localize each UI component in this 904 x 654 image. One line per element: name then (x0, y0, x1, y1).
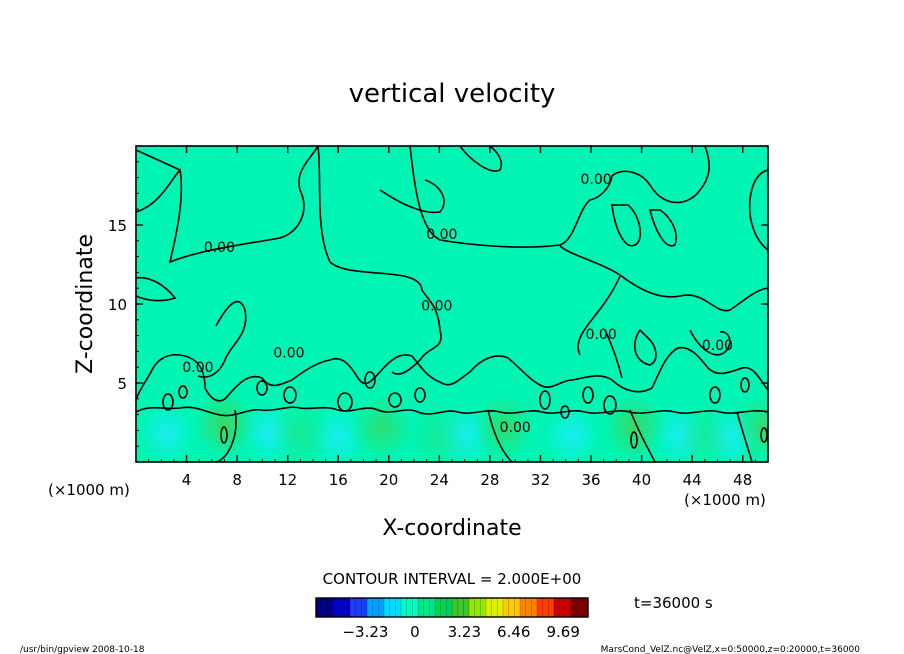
footer-right: MarsCond_VelZ.nc@VelZ,x=0:50000,z=0:2000… (601, 645, 861, 654)
colorbar-swatch (316, 598, 334, 617)
colorbar-swatch (333, 598, 351, 617)
colorbar-swatch (554, 598, 572, 617)
colorbar-swatch (401, 598, 419, 617)
x-tick-label: 44 (683, 471, 702, 489)
colorbar-tick-label: −3.23 (342, 623, 388, 641)
x-tick-label: 32 (531, 471, 550, 489)
contour-label: 0.00 (182, 360, 213, 376)
colorbar-tick-label: 9.69 (547, 623, 580, 641)
updraft-4 (735, 393, 768, 462)
colorbar-swatch (367, 598, 385, 617)
x-tick-label: 20 (379, 471, 398, 489)
x-tick-label: 40 (632, 471, 651, 489)
downdraft-4 (546, 405, 599, 462)
x-tick-label: 48 (733, 471, 752, 489)
colorbar: −3.23 0 3.23 6.46 9.69 (315, 597, 589, 641)
x-tick-label: 24 (430, 471, 449, 489)
time-label: t=36000 s (634, 594, 713, 612)
updraft-1 (352, 393, 413, 462)
colorbar-swatch (435, 598, 453, 617)
colorbar-swatch (571, 598, 589, 617)
x-unit-right: (×1000 m) (684, 491, 766, 509)
colorbar-swatch (469, 598, 487, 617)
contour-interval: CONTOUR INTERVAL = 2.000E+00 (323, 570, 582, 588)
colorbar-swatch (537, 598, 555, 617)
plot-area: 0.00 0.00 0.00 0.00 0.00 0.00 0.00 0.00 0.00 (135, 145, 769, 463)
x-unit-left: (×1000 m) (48, 481, 130, 499)
colorbar-tick-label: 3.23 (448, 623, 481, 641)
downdraft-0 (141, 403, 194, 462)
colorbar-swatch (503, 598, 521, 617)
x-tick-label: 8 (232, 471, 242, 489)
x-tick-label: 12 (278, 471, 297, 489)
contour-lines (136, 146, 768, 462)
colorbar-swatch (486, 598, 504, 617)
colorbar-tick-label: 6.46 (497, 623, 530, 641)
contour-label: 0.00 (204, 240, 235, 256)
updraft-0 (194, 390, 255, 459)
y-tick-label: 5 (117, 375, 127, 393)
y-tick-label: 15 (108, 217, 127, 235)
contour-label: 0.00 (500, 420, 531, 436)
x-tick-label: 28 (480, 471, 499, 489)
colorbar-swatch (520, 598, 538, 617)
y-axis-label: Z-coordinate (73, 234, 98, 374)
colorbar-swatch (452, 598, 470, 617)
contour-label: 0.00 (421, 298, 452, 314)
contour-label: 0.00 (586, 327, 617, 343)
x-tick-label: 4 (182, 471, 192, 489)
y-axis: 5 10 15 (108, 161, 768, 447)
contour-label: 0.00 (426, 227, 457, 243)
updraft-3 (604, 393, 665, 462)
contour-label: 0.00 (581, 172, 612, 188)
contour-label: 0.00 (702, 338, 733, 354)
updraft-5 (270, 399, 331, 462)
colorbar-frame (315, 597, 589, 618)
x-tick-label: 36 (581, 471, 600, 489)
y-tick-label: 10 (108, 296, 127, 314)
updraft-7 (674, 402, 735, 462)
colorbar-swatch (350, 598, 368, 617)
x-axis: 4 8 12 16 20 24 28 32 36 40 44 48 (148, 146, 756, 489)
updraft-6 (409, 402, 470, 462)
chart-title: vertical velocity (349, 79, 556, 109)
contour-label: 0.00 (273, 346, 304, 362)
x-tick-label: 16 (329, 471, 348, 489)
colorbar-swatch (418, 598, 436, 617)
colorbar-tick-label: 0 (410, 623, 420, 641)
contour-labels: 0.00 0.00 0.00 0.00 0.00 0.00 0.00 0.00 0.00 (182, 172, 733, 436)
colorbar-swatch (384, 598, 402, 617)
footer-left: /usr/bin/gpview 2008-10-18 (20, 645, 145, 654)
x-axis-label: X-coordinate (382, 516, 521, 541)
